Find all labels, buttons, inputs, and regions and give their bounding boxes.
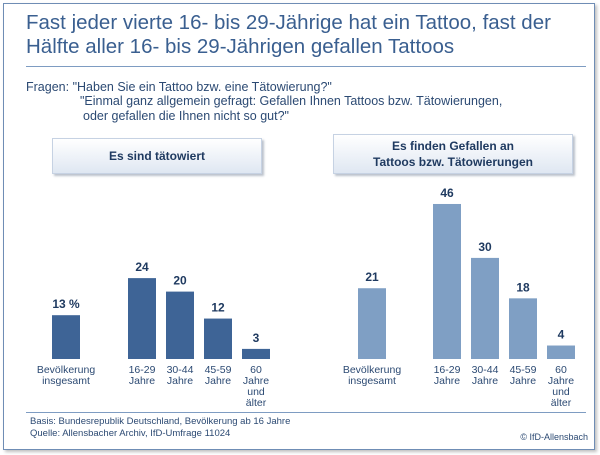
bar-like-4 — [547, 345, 575, 359]
category-label-tattooed-3: 45-59 Jahre — [205, 364, 232, 387]
value-label-tattooed-1: 24 — [135, 260, 149, 274]
value-label-like-2: 30 — [478, 240, 492, 254]
value-label-like-0: 21 — [365, 270, 379, 284]
bar-tattooed-4 — [242, 348, 270, 359]
copyright: © IfD-Allensbach — [520, 432, 588, 442]
chart-like: 21 Bevölkerung insgesamt 46 16-29 Jahre 30 30-4… — [343, 186, 575, 409]
question-1: Fragen: "Haben Sie ein Tattoo bzw. eine … — [26, 80, 332, 94]
value-label-tattooed-3: 12 — [211, 301, 225, 315]
category-label-tattooed-4: 60 Jahre und älter — [243, 364, 269, 409]
footer-source: Quelle: Allensbacher Archiv, IfD-Umfrage… — [30, 428, 231, 439]
value-label-like-1: 46 — [440, 186, 454, 200]
category-label-tattooed-0: Bevölkerung insgesamt — [37, 364, 96, 387]
value-label-tattooed-0: 13 % — [52, 297, 80, 311]
bar-like-0 — [358, 288, 386, 359]
panel-label-tattooed-text: Es sind tätowiert — [108, 149, 206, 163]
bar-tattooed-1 — [128, 278, 156, 359]
bar-like-3 — [509, 298, 537, 359]
question-2: "Einmal ganz allgemein gefragt: Gefallen… — [80, 94, 580, 124]
category-label-like-2: 30-44 Jahre — [472, 364, 499, 387]
value-label-tattooed-2: 20 — [173, 274, 187, 288]
bar-like-1 — [433, 203, 461, 359]
bar-tattooed-2 — [166, 291, 194, 359]
panel-label-like-line-2: Tattoos bzw. Tätowierungen — [373, 155, 533, 169]
bar-like-2 — [471, 257, 499, 359]
category-label-like-1: 16-29 Jahre — [434, 364, 461, 387]
value-label-like-3: 18 — [516, 280, 530, 294]
panel-label-like-tattoos: Es finden Gefallen an Tattoos bzw. Tätow… — [333, 134, 573, 174]
category-label-like-0: Bevölkerung insgesamt — [343, 364, 402, 387]
chart-frame — [3, 3, 595, 450]
bar-tattooed-3 — [204, 318, 232, 359]
chart-title: Fast jeder vierte 16- bis 29-Jährige hat… — [26, 11, 551, 58]
questions-prefix: Fragen: — [26, 80, 70, 94]
question-2-line-2: oder gefallen die Ihnen nicht so gut?" — [83, 109, 289, 123]
bar-tattooed-0 — [52, 315, 80, 359]
chart-tattooed: 13 % Bevölkerung insgesamt 24 16-29 Jahre 20 30… — [37, 260, 270, 409]
question-2-line-1: "Einmal ganz allgemein gefragt: Gefallen… — [80, 94, 503, 108]
question-1-text: "Haben Sie ein Tattoo bzw. eine Tätowier… — [72, 80, 332, 94]
category-label-tattooed-1: 16-29 Jahre — [129, 364, 156, 387]
category-label-like-3: 45-59 Jahre — [510, 364, 537, 387]
footer-notes: Basis: Bundesrepublik Deutschland, Bevöl… — [30, 416, 290, 440]
category-label-tattooed-2: 30-44 Jahre — [167, 364, 194, 387]
footer-basis: Basis: Bundesrepublik Deutschland, Bevöl… — [30, 416, 291, 427]
panel-label-like-line-1: Es finden Gefallen an — [391, 139, 515, 153]
panel-label-tattooed: Es sind tätowiert — [52, 138, 262, 174]
value-label-like-4: 4 — [558, 328, 565, 342]
category-label-like-4: 60 Jahre und älter — [548, 364, 574, 409]
value-label-tattooed-4: 3 — [253, 331, 260, 345]
footer-divider — [26, 412, 586, 413]
title-divider — [26, 66, 586, 67]
